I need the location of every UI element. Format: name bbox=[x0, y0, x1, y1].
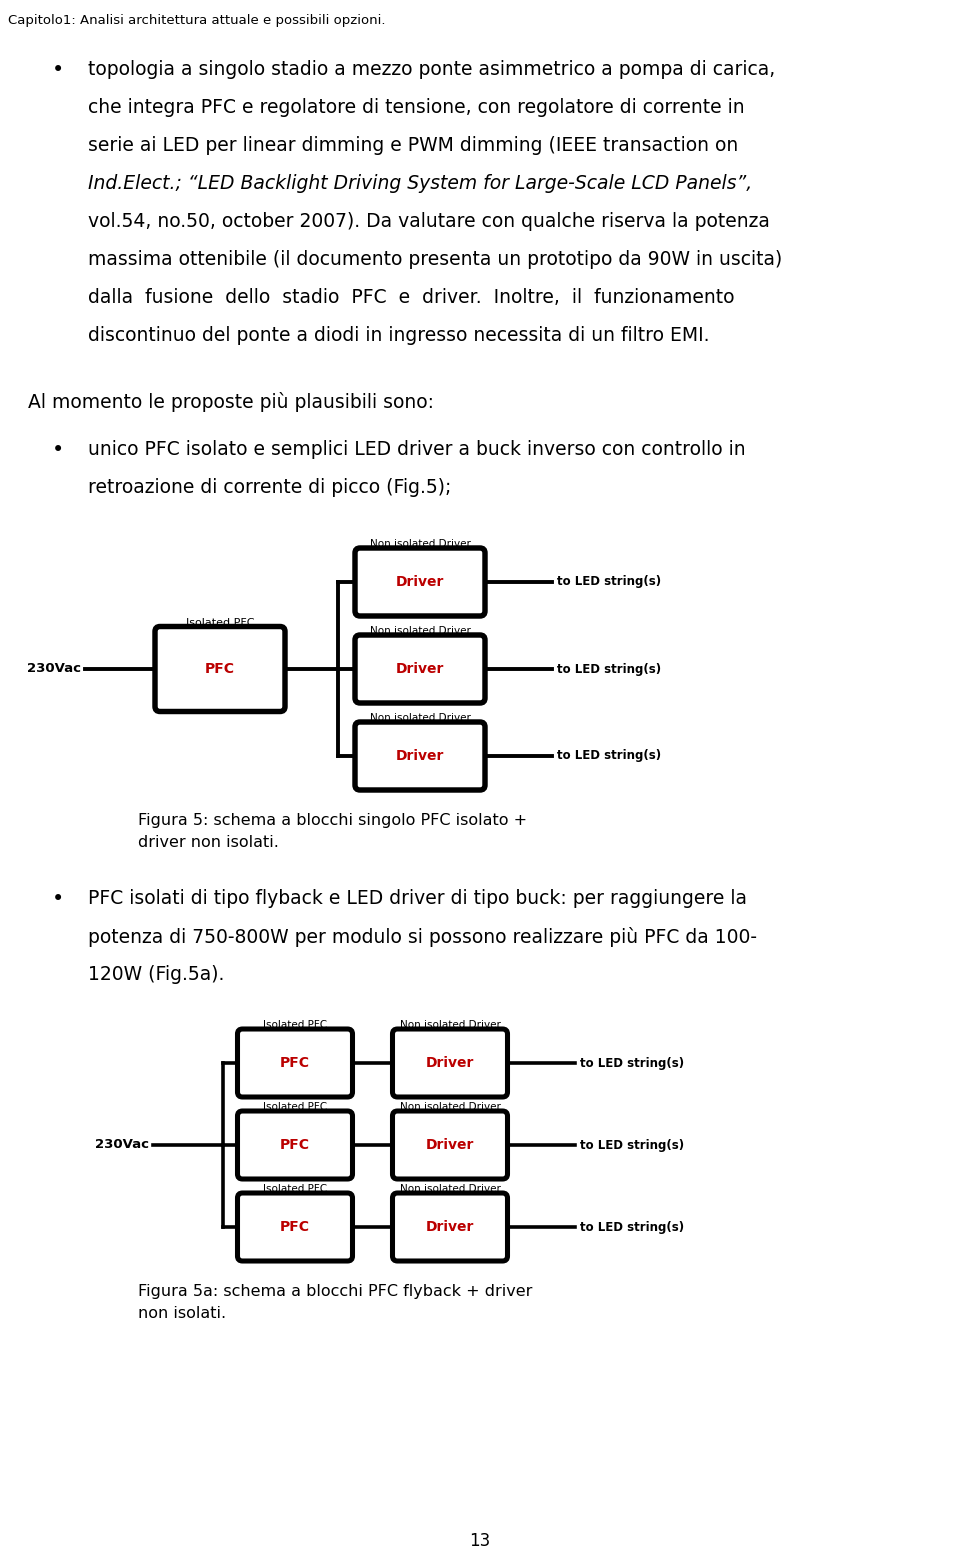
Text: 230Vac: 230Vac bbox=[27, 663, 81, 675]
Text: dalla  fusione  dello  stadio  PFC  e  driver.  Inoltre,  il  funzionamento: dalla fusione dello stadio PFC e driver.… bbox=[88, 289, 734, 307]
Text: driver non isolati.: driver non isolati. bbox=[138, 835, 278, 850]
FancyBboxPatch shape bbox=[355, 635, 485, 703]
FancyBboxPatch shape bbox=[237, 1029, 352, 1097]
Text: vol.54, no.50, october 2007). Da valutare con qualche riserva la potenza: vol.54, no.50, october 2007). Da valutar… bbox=[88, 213, 770, 231]
Text: Driver: Driver bbox=[426, 1220, 474, 1234]
Text: Driver: Driver bbox=[396, 663, 444, 677]
Text: 230Vac: 230Vac bbox=[94, 1139, 149, 1152]
Text: PFC isolati di tipo flyback e LED driver di tipo buck: per raggiungere la: PFC isolati di tipo flyback e LED driver… bbox=[88, 889, 747, 908]
Text: Ind.Elect.; “LED Backlight Driving System for Large-Scale LCD Panels”,: Ind.Elect.; “LED Backlight Driving Syste… bbox=[88, 174, 753, 192]
Text: •: • bbox=[52, 61, 64, 81]
Text: discontinuo del ponte a diodi in ingresso necessita di un filtro EMI.: discontinuo del ponte a diodi in ingress… bbox=[88, 326, 709, 345]
Text: che integra PFC e regolatore di tensione, con regolatore di corrente in: che integra PFC e regolatore di tensione… bbox=[88, 98, 745, 116]
Text: Driver: Driver bbox=[396, 574, 444, 590]
Text: 13: 13 bbox=[469, 1532, 491, 1550]
Text: to LED string(s): to LED string(s) bbox=[557, 576, 661, 588]
Text: Non isolated Driver: Non isolated Driver bbox=[399, 1020, 500, 1031]
Text: serie ai LED per linear dimming e PWM dimming (IEEE transaction on: serie ai LED per linear dimming e PWM di… bbox=[88, 137, 738, 155]
Text: to LED string(s): to LED string(s) bbox=[557, 663, 661, 675]
Text: Driver: Driver bbox=[396, 750, 444, 764]
Text: Al momento le proposte più plausibili sono:: Al momento le proposte più plausibili so… bbox=[28, 393, 434, 411]
Text: Isolated PFC: Isolated PFC bbox=[185, 618, 254, 627]
Text: Isolated PFC: Isolated PFC bbox=[263, 1184, 327, 1193]
Text: massima ottenibile (il documento presenta un prototipo da 90W in uscita): massima ottenibile (il documento present… bbox=[88, 250, 782, 268]
Text: to LED string(s): to LED string(s) bbox=[580, 1220, 684, 1234]
Text: •: • bbox=[52, 441, 64, 459]
Text: Driver: Driver bbox=[426, 1138, 474, 1152]
FancyBboxPatch shape bbox=[393, 1193, 508, 1260]
FancyBboxPatch shape bbox=[355, 722, 485, 790]
Text: PFC: PFC bbox=[280, 1055, 310, 1069]
Text: Figura 5: schema a blocchi singolo PFC isolato +: Figura 5: schema a blocchi singolo PFC i… bbox=[138, 813, 527, 829]
FancyBboxPatch shape bbox=[155, 627, 285, 711]
Text: PFC: PFC bbox=[205, 663, 235, 677]
Text: 120W (Fig.5a).: 120W (Fig.5a). bbox=[88, 965, 225, 984]
Text: Capitolo1: Analisi architettura attuale e possibili opzioni.: Capitolo1: Analisi architettura attuale … bbox=[8, 14, 386, 26]
FancyBboxPatch shape bbox=[393, 1111, 508, 1180]
Text: PFC: PFC bbox=[280, 1220, 310, 1234]
Text: Isolated PFC: Isolated PFC bbox=[263, 1102, 327, 1111]
Text: retroazione di corrente di picco (Fig.5);: retroazione di corrente di picco (Fig.5)… bbox=[88, 478, 451, 497]
Text: Non isolated Driver: Non isolated Driver bbox=[370, 539, 470, 549]
Text: Non isolated Driver: Non isolated Driver bbox=[370, 712, 470, 723]
Text: unico PFC isolato e semplici LED driver a buck inverso con controllo in: unico PFC isolato e semplici LED driver … bbox=[88, 441, 746, 459]
Text: Isolated PFC: Isolated PFC bbox=[263, 1020, 327, 1031]
FancyBboxPatch shape bbox=[237, 1193, 352, 1260]
Text: to LED string(s): to LED string(s) bbox=[557, 750, 661, 762]
Text: Non isolated Driver: Non isolated Driver bbox=[370, 625, 470, 636]
Text: Driver: Driver bbox=[426, 1055, 474, 1069]
Text: Figura 5a: schema a blocchi PFC flyback + driver: Figura 5a: schema a blocchi PFC flyback … bbox=[138, 1284, 533, 1299]
Text: Non isolated Driver: Non isolated Driver bbox=[399, 1102, 500, 1111]
Text: potenza di 750-800W per modulo si possono realizzare più PFC da 100-: potenza di 750-800W per modulo si posson… bbox=[88, 927, 757, 947]
Text: to LED string(s): to LED string(s) bbox=[580, 1139, 684, 1152]
Text: to LED string(s): to LED string(s) bbox=[580, 1057, 684, 1069]
Text: •: • bbox=[52, 889, 64, 909]
FancyBboxPatch shape bbox=[355, 548, 485, 616]
Text: Non isolated Driver: Non isolated Driver bbox=[399, 1184, 500, 1193]
FancyBboxPatch shape bbox=[237, 1111, 352, 1180]
FancyBboxPatch shape bbox=[393, 1029, 508, 1097]
Text: PFC: PFC bbox=[280, 1138, 310, 1152]
Text: topologia a singolo stadio a mezzo ponte asimmetrico a pompa di carica,: topologia a singolo stadio a mezzo ponte… bbox=[88, 61, 776, 79]
Text: non isolati.: non isolati. bbox=[138, 1305, 227, 1321]
